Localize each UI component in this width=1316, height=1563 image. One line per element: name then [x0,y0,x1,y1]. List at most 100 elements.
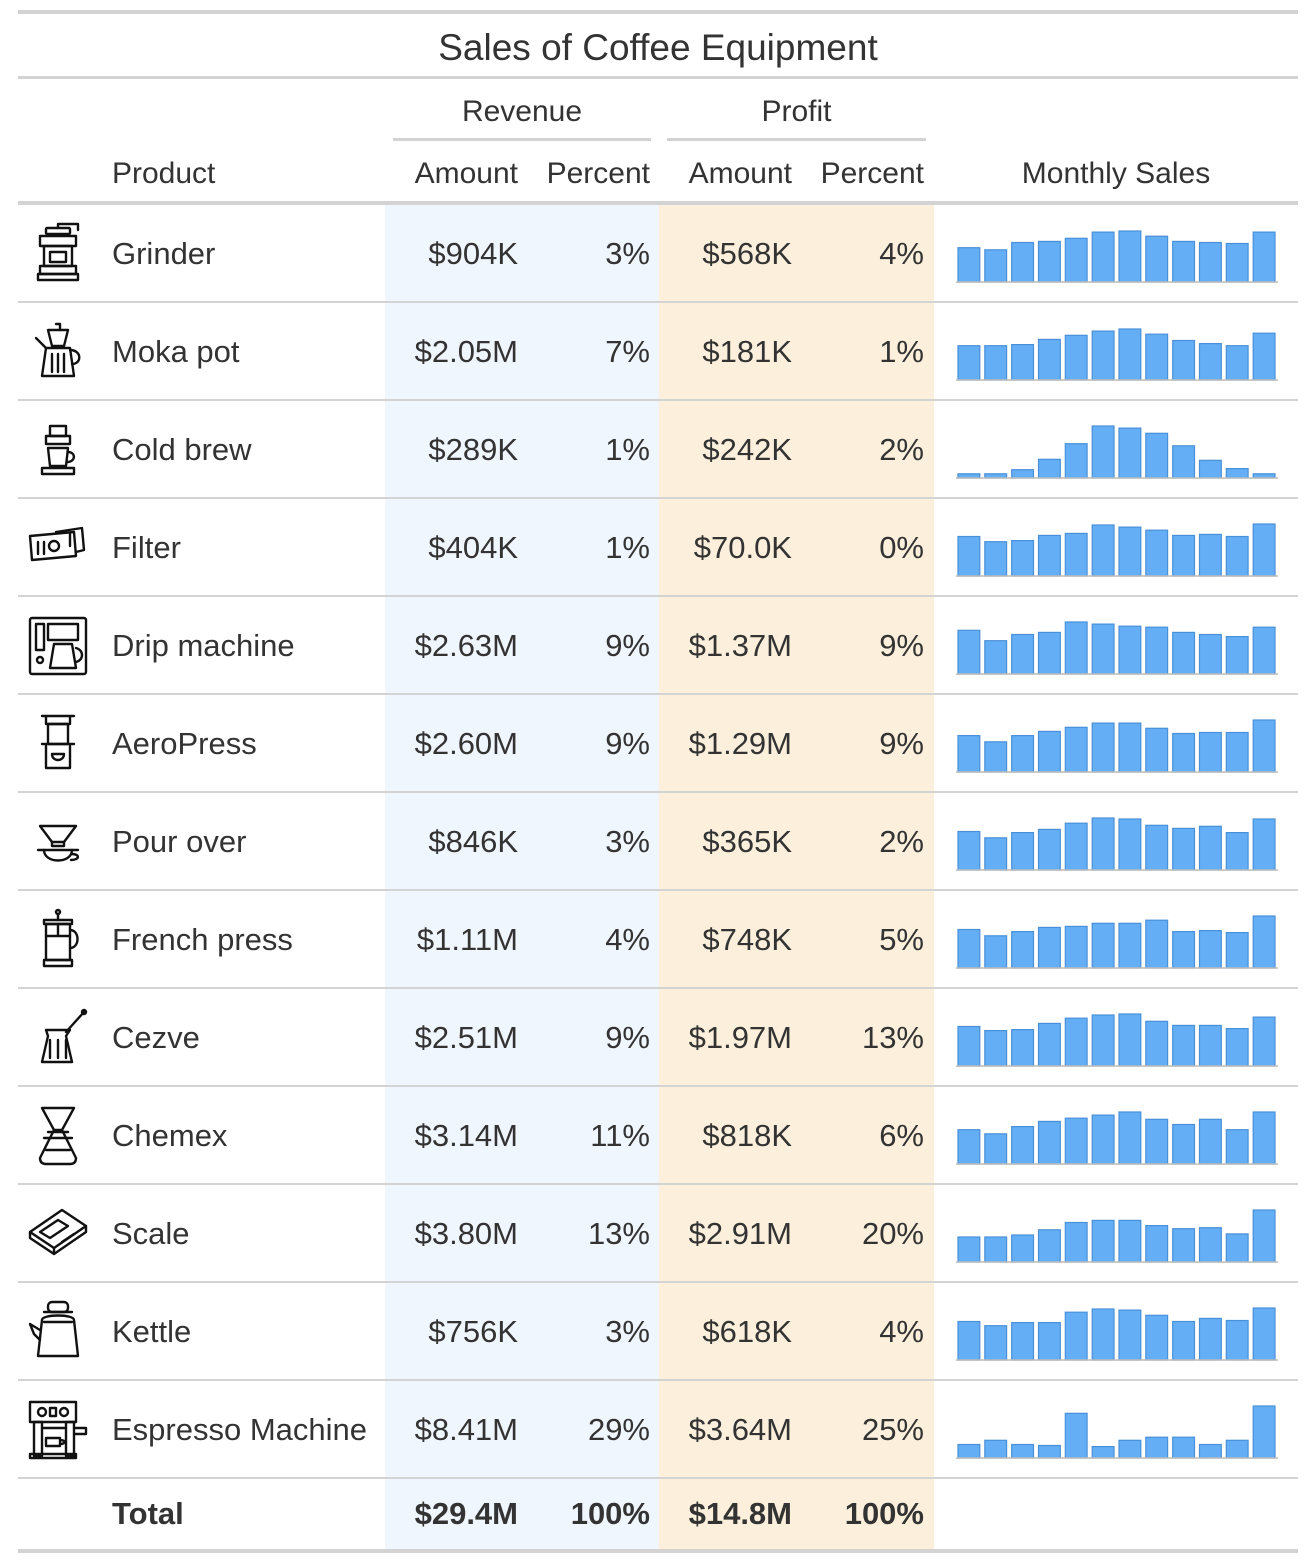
row-divider [18,1379,1298,1381]
monthly-sales-bar [1118,1219,1142,1263]
monthly-sales-chart [956,915,1278,969]
top-rule [18,10,1298,14]
monthly-sales-chart [956,719,1278,773]
monthly-sales-bar [1172,827,1196,871]
monthly-sales-bar [1145,1118,1169,1165]
scale-icon [28,1208,88,1256]
monthly-sales-bar [1091,524,1115,577]
profit-column-band [659,205,934,1550]
monthly-sales-bar [1011,633,1035,675]
revenue-amount: $8.41M [414,1412,518,1447]
row-divider [18,693,1298,695]
product-name: Filter [112,530,181,565]
aeropress-icon [40,714,76,770]
row-divider [18,595,1298,597]
monthly-sales-bar [1145,1436,1169,1459]
monthly-sales-bar [1037,240,1061,283]
monthly-sales-bar [1198,1317,1222,1361]
revenue-percent: 4% [605,922,650,957]
row-divider [18,1085,1298,1087]
profit-percent: 5% [879,922,924,957]
monthly-sales-bar [1172,240,1196,283]
monthly-sales-bar [1064,1017,1088,1067]
monthly-sales-bar [1145,529,1169,577]
row-divider [18,889,1298,891]
monthly-sales-bar [1091,922,1115,969]
monthly-sales-chart [956,523,1278,577]
monthly-sales-bar [1198,1118,1222,1165]
monthly-sales-bar [1037,1229,1061,1263]
monthly-sales-bar [1172,534,1196,577]
monthly-sales-bar [1225,932,1249,969]
monthly-sales-bar [1118,427,1142,479]
revenue-percent: 13% [587,1216,650,1251]
revenue-amount: $2.51M [414,1020,518,1055]
monthly-sales-bar [1037,631,1061,675]
revenue-percent: 3% [605,824,650,859]
kettle-icon [28,1300,80,1358]
table-row: Chemex $3.14M 11% $818K 6% [18,1087,1298,1185]
column-header-revenue-percent: Percent [546,157,650,190]
grinder-icon [36,222,80,282]
monthly-sales-bar [1011,931,1035,969]
monthly-sales-bar [984,741,1008,773]
revenue-percent: 3% [605,236,650,271]
monthly-sales-chart [956,230,1278,283]
monthly-sales-bar [957,247,981,283]
revenue-percent: 11% [590,1118,650,1153]
table-row: Moka pot $2.05M 7% $181K 1% [18,303,1298,401]
table-row: Scale $3.80M 13% $2.91M 20% [18,1185,1298,1283]
monthly-sales-bar [1118,922,1142,969]
monthly-sales-bar [1172,732,1196,773]
monthly-sales-bar [1252,719,1276,773]
monthly-sales-chart [956,328,1278,381]
monthly-sales-bar [1198,1024,1222,1067]
total-row: Total $29.4M 100% $14.8M 100% [18,1478,1298,1550]
revenue-amount: $904K [428,236,518,271]
monthly-sales-bar [1118,625,1142,675]
spanner-revenue: Revenue [461,95,583,128]
monthly-sales-bar [1064,532,1088,577]
monthly-sales-bar [1225,731,1249,773]
monthly-sales-bar [1145,727,1169,773]
profit-amount: $818K [702,1118,792,1153]
monthly-sales-bar [1172,445,1196,479]
profit-amount: $3.64M [688,1412,792,1447]
monthly-sales-chart [956,621,1278,675]
revenue-amount: $2.60M [414,726,518,761]
filter-icon [28,526,86,562]
monthly-sales-bar [1145,919,1169,969]
monthly-sales-bar [1172,1123,1196,1165]
profit-percent: 4% [879,236,924,271]
monthly-sales-bar [1091,817,1115,871]
table-row: French press $1.11M 4% $748K 5% [18,891,1298,989]
monthly-sales-bar [1198,731,1222,773]
espresso-machine-icon [28,1400,88,1460]
spanner-revenue-line [393,138,651,141]
monthly-sales-bar [1064,925,1088,969]
monthly-sales-bar [984,640,1008,675]
monthly-sales-bar [1037,534,1061,577]
profit-percent: 4% [879,1314,924,1349]
row-divider [18,791,1298,793]
monthly-sales-bar [984,249,1008,283]
revenue-percent: 9% [605,628,650,663]
revenue-amount: $846K [428,824,518,859]
row-divider [18,1477,1298,1479]
monthly-sales-bar [957,1236,981,1263]
monthly-sales-bar [1172,1228,1196,1263]
monthly-sales-bar [1037,338,1061,381]
monthly-sales-bar [1225,832,1249,871]
monthly-sales-bar [984,935,1008,969]
monthly-sales-bar [957,629,981,675]
monthly-sales-bar [1252,1111,1276,1165]
monthly-sales-bar [1091,330,1115,381]
profit-amount: $365K [702,824,792,859]
monthly-sales-bar [984,1325,1008,1361]
monthly-sales-bar [1225,1028,1249,1067]
monthly-sales-bar [1064,1311,1088,1361]
monthly-sales-bar [1252,1016,1276,1067]
column-header-revenue-amount: Amount [414,157,518,190]
profit-percent: 2% [879,432,924,467]
